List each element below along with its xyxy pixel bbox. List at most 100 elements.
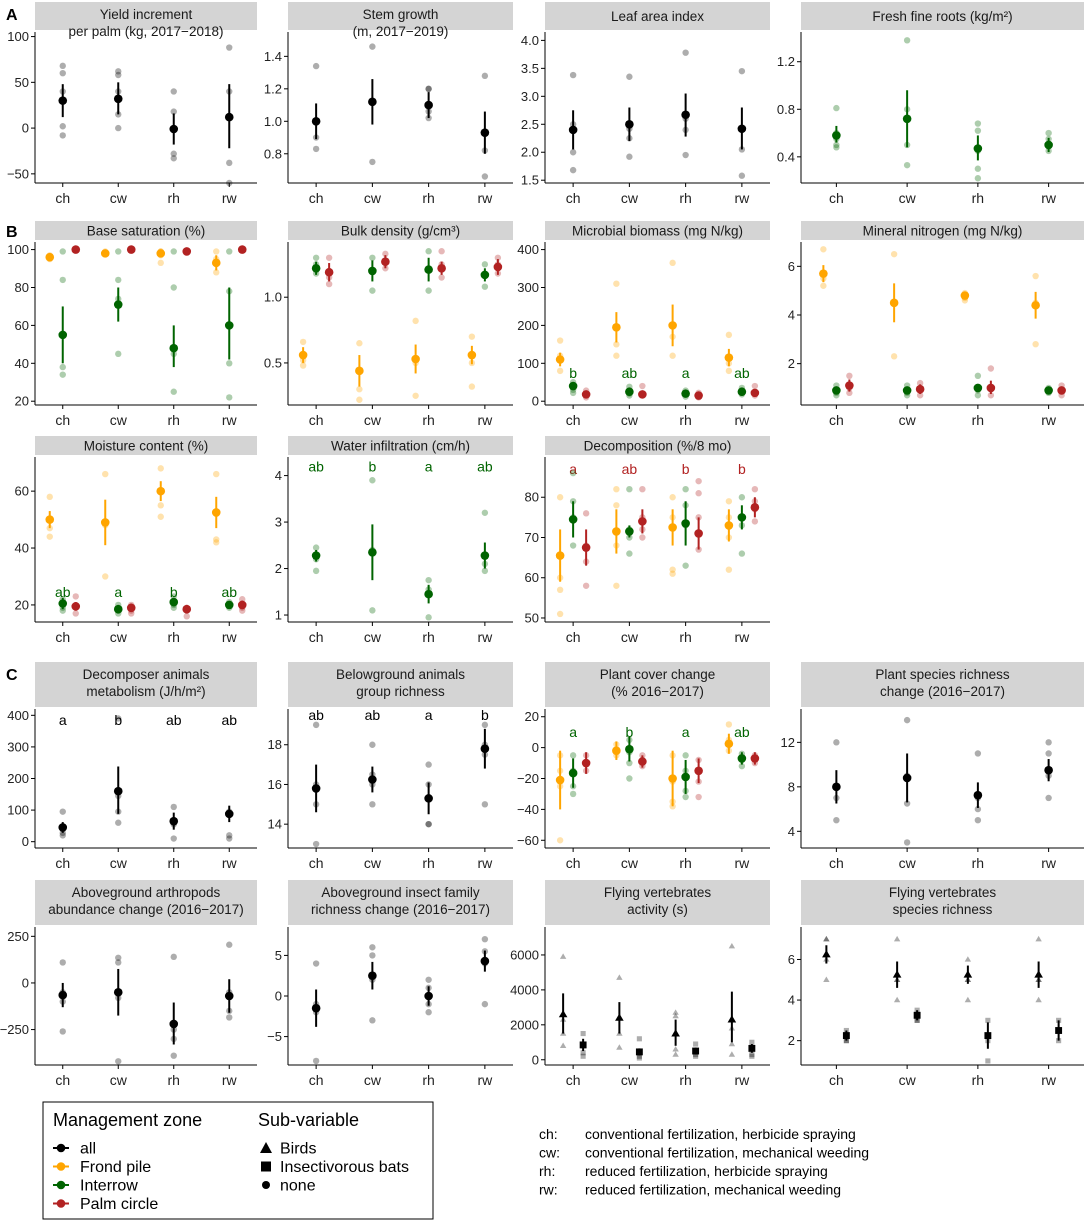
mean-point bbox=[58, 96, 68, 105]
mean-point bbox=[169, 816, 179, 826]
significance-letter: b bbox=[625, 724, 633, 740]
chart-strip bbox=[801, 221, 1084, 240]
raw-point bbox=[299, 362, 307, 369]
x-tick-label: rw bbox=[477, 1072, 493, 1088]
mean-point bbox=[681, 772, 690, 782]
mean-point bbox=[480, 128, 490, 137]
significance-letter: b bbox=[368, 458, 376, 474]
raw-point bbox=[481, 721, 489, 729]
mean-point bbox=[411, 354, 420, 364]
raw-point bbox=[569, 790, 577, 798]
mean-point bbox=[638, 757, 647, 766]
mean-point bbox=[113, 94, 123, 104]
raw-point bbox=[580, 1050, 586, 1056]
raw-point bbox=[636, 1055, 642, 1061]
panels: Yield increment per palm (kg, 2017−2018) −… bbox=[0, 2, 1084, 1088]
raw-point bbox=[1045, 750, 1052, 757]
x-tick-label: cw bbox=[364, 1072, 382, 1088]
raw-point bbox=[59, 62, 66, 70]
y-tick-label: 100 bbox=[517, 356, 539, 371]
x-tick-label: cw bbox=[110, 629, 128, 645]
y-tick-label: 6 bbox=[788, 952, 795, 967]
mean-point bbox=[555, 551, 565, 560]
x-tick-label: rh bbox=[972, 190, 984, 206]
raw-point bbox=[115, 819, 122, 826]
mean-point bbox=[555, 355, 565, 364]
raw-point bbox=[556, 586, 564, 594]
significance-letter: a bbox=[569, 724, 577, 740]
mean-point bbox=[169, 597, 179, 607]
mean-point bbox=[169, 343, 179, 353]
raw-point bbox=[580, 1030, 586, 1037]
raw-point bbox=[556, 337, 564, 344]
raw-point bbox=[102, 573, 109, 580]
x-tick-label: rw bbox=[222, 629, 238, 645]
chart-title-line: Leaf area index bbox=[611, 9, 704, 24]
chart-12: Decomposer animals metabolism (J/h/m²) 0 10… bbox=[7, 662, 257, 871]
mean-point bbox=[892, 970, 902, 978]
chart-title-line: Aboveground arthropods bbox=[72, 885, 221, 900]
x-tick-label: cw bbox=[899, 190, 917, 206]
mean-point bbox=[960, 291, 970, 300]
x-tick-label: rw bbox=[477, 629, 493, 645]
raw-point bbox=[613, 582, 620, 589]
raw-point bbox=[974, 120, 982, 127]
raw-point bbox=[738, 67, 746, 75]
raw-point bbox=[369, 741, 376, 748]
x-tick-label: cw bbox=[364, 855, 382, 871]
mean-point bbox=[724, 739, 734, 749]
significance-letter: b bbox=[569, 365, 577, 381]
raw-point bbox=[494, 254, 502, 261]
mean-point bbox=[224, 991, 234, 1001]
mean-point bbox=[568, 768, 578, 778]
x-tick-label: ch bbox=[566, 1072, 581, 1088]
raw-point bbox=[157, 502, 164, 509]
raw-point bbox=[626, 759, 633, 767]
raw-point bbox=[751, 382, 759, 390]
raw-point bbox=[59, 959, 66, 966]
x-tick-label: ch bbox=[309, 412, 324, 428]
chart-title-line: Base saturation (%) bbox=[87, 224, 206, 239]
raw-point bbox=[425, 761, 432, 768]
legend-sv-label: Insectivorous bats bbox=[280, 1159, 409, 1176]
y-tick-label: −5 bbox=[267, 1029, 282, 1044]
y-tick-label: 8 bbox=[788, 779, 795, 794]
y-tick-label: 1.2 bbox=[777, 54, 795, 69]
mean-point bbox=[45, 515, 55, 524]
raw-point bbox=[170, 1052, 177, 1059]
raw-point bbox=[693, 1041, 699, 1047]
mean-point bbox=[612, 527, 621, 536]
definition-text: reduced fertilization, herbicide sprayin… bbox=[585, 1163, 828, 1179]
x-tick-label: ch bbox=[55, 855, 70, 871]
mean-point bbox=[625, 527, 634, 536]
raw-point bbox=[682, 562, 689, 569]
mean-point bbox=[889, 298, 899, 308]
raw-point bbox=[672, 1009, 679, 1015]
x-tick-label: ch bbox=[55, 190, 70, 206]
raw-point bbox=[693, 1053, 699, 1059]
mean-point bbox=[467, 350, 477, 360]
mean-point bbox=[211, 508, 221, 517]
x-tick-label: cw bbox=[110, 1072, 128, 1088]
significance-letter: b bbox=[114, 712, 122, 728]
mean-point bbox=[113, 300, 123, 309]
raw-point bbox=[59, 371, 66, 378]
raw-point bbox=[425, 85, 432, 93]
raw-point bbox=[170, 155, 177, 162]
raw-point bbox=[157, 465, 164, 472]
x-tick-label: ch bbox=[309, 1072, 324, 1088]
y-tick-label: 3.0 bbox=[521, 89, 539, 104]
mean-point bbox=[156, 249, 166, 258]
chart-title-line: Mineral nitrogen (mg N/kg) bbox=[863, 224, 1023, 239]
chart-title-line: per palm (kg, 2017−2018) bbox=[69, 24, 224, 39]
raw-point bbox=[974, 805, 982, 813]
mean-point bbox=[211, 258, 221, 268]
raw-point bbox=[213, 539, 220, 546]
x-tick-label: ch bbox=[566, 190, 581, 206]
x-tick-label: cw bbox=[621, 855, 639, 871]
chart-title-line: Plant cover change bbox=[600, 667, 716, 682]
raw-point bbox=[170, 835, 177, 842]
x-tick-label: ch bbox=[309, 629, 324, 645]
chart-2: Stem growth (m, 2017−2019) 0.8 1.0 1.2 1.4 ch c… bbox=[264, 2, 513, 206]
raw-point bbox=[1045, 739, 1052, 746]
